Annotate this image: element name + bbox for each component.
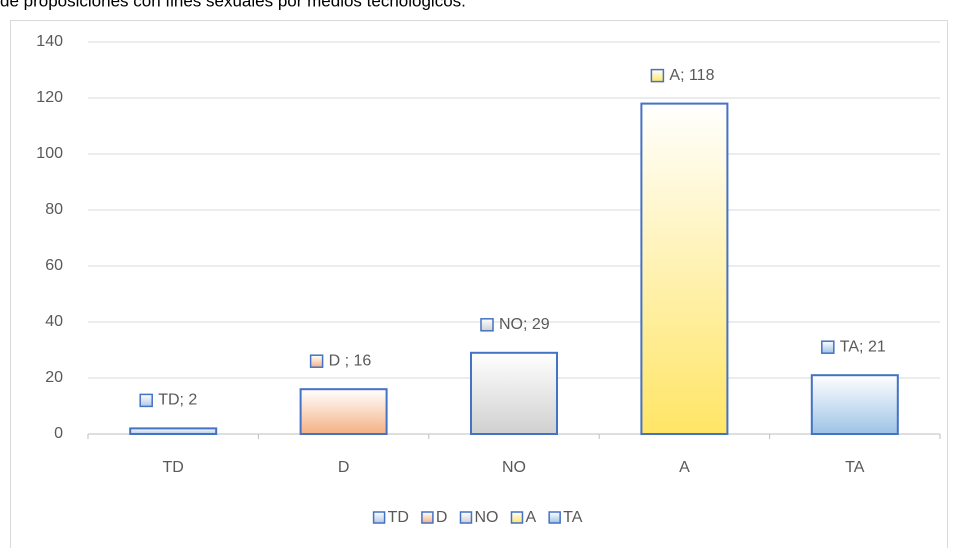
data-label: TA; 21 <box>840 338 886 355</box>
legend-label: NO <box>474 509 498 526</box>
bar <box>129 427 218 435</box>
data-label: D ; 16 <box>329 352 372 369</box>
x-tick-label: TA <box>845 459 865 476</box>
data-label: A; 118 <box>669 67 714 84</box>
legend-label: D <box>436 509 448 526</box>
legend-swatch <box>510 511 524 524</box>
data-label-marker <box>650 68 665 83</box>
bar <box>810 374 899 436</box>
y-tick-label: 80 <box>45 201 63 218</box>
y-tick-label: 140 <box>36 33 63 50</box>
bar <box>640 102 729 435</box>
data-label-marker <box>309 354 324 368</box>
chart-frame <box>10 20 948 548</box>
data-label: NO; 29 <box>499 316 550 333</box>
legend-swatch <box>372 511 386 524</box>
bar <box>299 388 388 436</box>
data-label-marker <box>139 393 153 408</box>
y-tick-label: 20 <box>45 369 63 386</box>
y-tick-label: 120 <box>36 89 63 106</box>
chart-title: de proposiciones con fines sexuales por … <box>0 0 466 10</box>
data-label-marker <box>821 340 835 354</box>
x-tick-label: NO <box>502 459 526 476</box>
x-tick-label: TD <box>163 459 184 476</box>
legend-label: A <box>525 509 536 526</box>
x-tick-label: D <box>338 459 350 476</box>
y-tick-label: 60 <box>45 257 63 274</box>
legend-label: TA <box>563 509 583 526</box>
data-label-marker <box>480 318 494 332</box>
y-tick-label: 0 <box>54 425 63 442</box>
y-tick-label: 100 <box>36 145 63 162</box>
legend-swatch <box>459 511 473 524</box>
bar <box>470 351 558 435</box>
data-label: TD; 2 <box>158 392 197 409</box>
legend-swatch <box>421 511 434 524</box>
legend-swatch <box>548 511 561 524</box>
x-tick-label: A <box>679 459 690 476</box>
legend-label: TD <box>388 509 409 526</box>
y-tick-label: 40 <box>45 313 63 330</box>
